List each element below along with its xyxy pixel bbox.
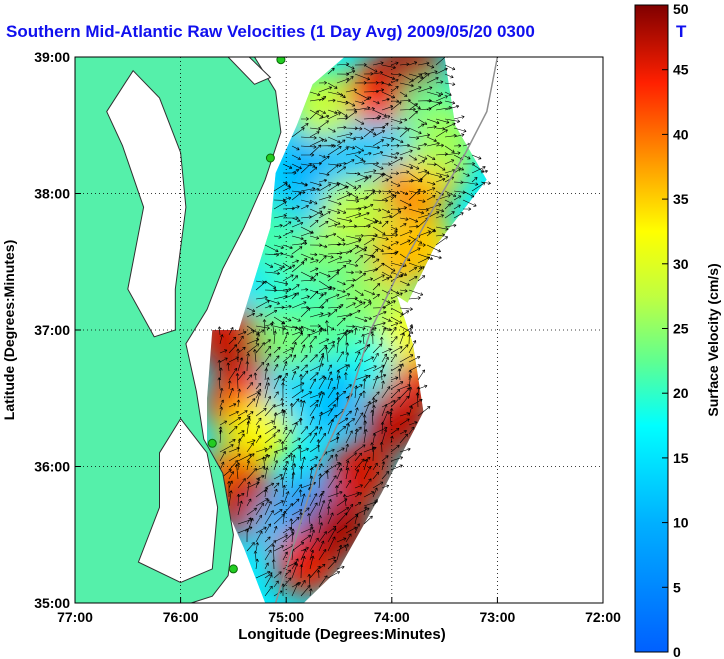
colorbar-tick-label: 45 [673, 62, 689, 78]
colorbar-tick-label: 10 [673, 515, 689, 531]
land-area [75, 57, 282, 603]
y-axis: 35:00 36:00 37:00 38:00 39:00 [34, 49, 81, 611]
station-marker [207, 438, 217, 448]
station-marker [276, 57, 286, 65]
colorbar-tick-label: 25 [673, 321, 689, 337]
colorbar-tick-label: 40 [673, 126, 689, 142]
depth-contour [274, 57, 499, 603]
station-marker [228, 564, 238, 574]
y-tick-label: 36:00 [34, 459, 70, 475]
chart-title: Southern Mid-Atlantic Raw Velocities (1 … [6, 22, 535, 41]
x-tick-label: 76:00 [163, 609, 199, 625]
colorbar-tick-label: 20 [673, 385, 689, 401]
colorbar-tick-label: 35 [673, 191, 689, 207]
x-tick-label: 74:00 [374, 609, 410, 625]
y-axis-label: Latitude (Degrees:Minutes) [1, 240, 17, 420]
chesapeake-bay [106, 69, 187, 338]
colorbar-tick-label: 5 [673, 579, 681, 595]
y-tick-label: 39:00 [34, 49, 70, 65]
y-tick-label: 37:00 [34, 322, 70, 338]
station-marker [265, 153, 275, 163]
x-tick-label: 72:00 [585, 609, 621, 625]
x-tick-label: 77:00 [57, 609, 93, 625]
x-axis-label: Longitude (Degrees:Minutes) [238, 626, 446, 643]
pamlico-sound [137, 417, 219, 584]
colorbar-label: Surface Velocity (cm/s) [705, 263, 721, 416]
grid-lines [75, 57, 603, 603]
delaware-bay [227, 57, 272, 85]
chart-title-tail: T [676, 22, 687, 41]
x-axis: 77:00 76:00 75:00 74:00 73:00 72:00 [57, 597, 621, 625]
colorbar-tick-label: 15 [673, 450, 689, 466]
velocity-vectors [217, 57, 491, 597]
colorbar-ticks: 0 5 10 15 20 25 30 35 40 45 50 [662, 1, 689, 659]
x-tick-label: 75:00 [268, 609, 304, 625]
colorbar-tick-label: 0 [673, 644, 681, 659]
station-markers [207, 57, 286, 574]
y-tick-label: 35:00 [34, 595, 70, 611]
y-tick-label: 38:00 [34, 186, 70, 202]
x-tick-label: 73:00 [479, 609, 515, 625]
vector-arrows [217, 57, 491, 597]
land-mask [75, 57, 499, 603]
colorbar-tick-label: 50 [673, 1, 689, 17]
colorbar-tick-label: 30 [673, 256, 689, 272]
